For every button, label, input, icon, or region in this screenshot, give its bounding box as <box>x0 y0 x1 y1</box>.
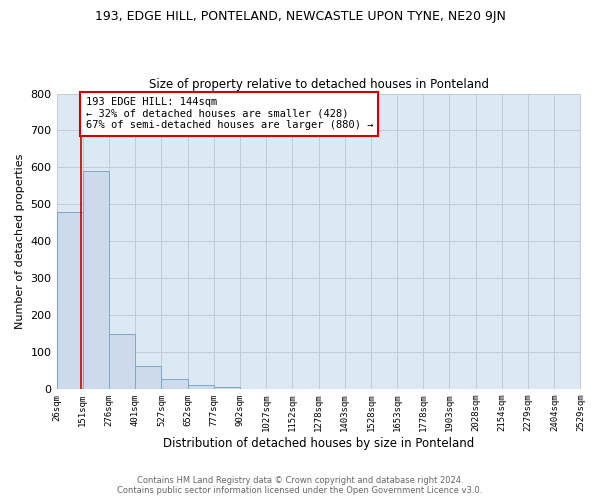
Title: Size of property relative to detached houses in Ponteland: Size of property relative to detached ho… <box>149 78 488 91</box>
Bar <box>188 386 214 389</box>
Text: Contains HM Land Registry data © Crown copyright and database right 2024.
Contai: Contains HM Land Registry data © Crown c… <box>118 476 482 495</box>
Bar <box>161 378 188 389</box>
Bar <box>214 387 240 389</box>
Bar <box>83 171 109 389</box>
Bar <box>135 366 161 389</box>
Text: 193 EDGE HILL: 144sqm
← 32% of detached houses are smaller (428)
67% of semi-det: 193 EDGE HILL: 144sqm ← 32% of detached … <box>86 97 373 130</box>
Bar <box>56 212 83 389</box>
Bar <box>109 334 135 389</box>
Y-axis label: Number of detached properties: Number of detached properties <box>15 154 25 329</box>
X-axis label: Distribution of detached houses by size in Ponteland: Distribution of detached houses by size … <box>163 437 474 450</box>
Text: 193, EDGE HILL, PONTELAND, NEWCASTLE UPON TYNE, NE20 9JN: 193, EDGE HILL, PONTELAND, NEWCASTLE UPO… <box>95 10 505 23</box>
